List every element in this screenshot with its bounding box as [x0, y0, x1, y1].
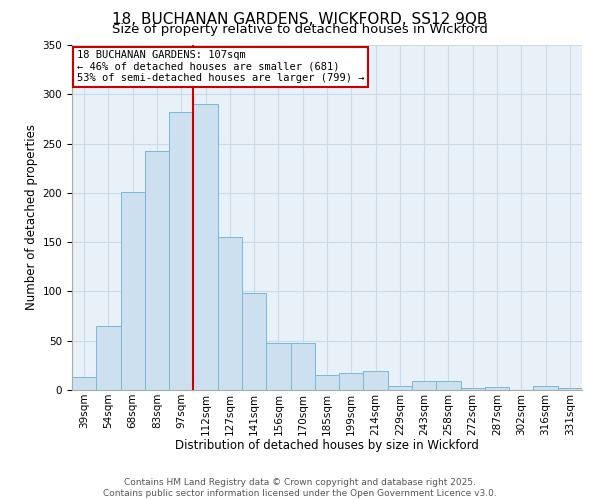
Bar	[290, 342, 315, 390]
Bar	[145, 152, 169, 390]
Bar	[364, 372, 388, 390]
Bar	[533, 386, 558, 390]
Bar	[169, 112, 193, 390]
Bar	[266, 342, 290, 390]
Bar	[485, 387, 509, 390]
Y-axis label: Number of detached properties: Number of detached properties	[25, 124, 38, 310]
Text: Size of property relative to detached houses in Wickford: Size of property relative to detached ho…	[112, 22, 488, 36]
Bar	[436, 381, 461, 390]
Text: 18 BUCHANAN GARDENS: 107sqm
← 46% of detached houses are smaller (681)
53% of se: 18 BUCHANAN GARDENS: 107sqm ← 46% of det…	[77, 50, 365, 84]
Text: 18, BUCHANAN GARDENS, WICKFORD, SS12 9QB: 18, BUCHANAN GARDENS, WICKFORD, SS12 9QB	[112, 12, 488, 28]
Bar	[193, 104, 218, 390]
Bar	[218, 237, 242, 390]
Bar	[121, 192, 145, 390]
Bar	[339, 373, 364, 390]
Bar	[558, 388, 582, 390]
Bar	[461, 388, 485, 390]
Bar	[242, 294, 266, 390]
X-axis label: Distribution of detached houses by size in Wickford: Distribution of detached houses by size …	[175, 439, 479, 452]
Bar	[72, 377, 96, 390]
Text: Contains HM Land Registry data © Crown copyright and database right 2025.
Contai: Contains HM Land Registry data © Crown c…	[103, 478, 497, 498]
Bar	[96, 326, 121, 390]
Bar	[388, 386, 412, 390]
Bar	[412, 381, 436, 390]
Bar	[315, 375, 339, 390]
